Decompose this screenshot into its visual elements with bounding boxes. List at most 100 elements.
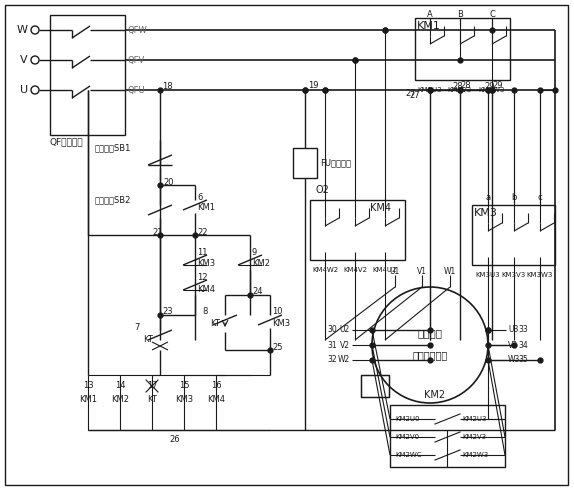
Text: 停止按钮SB1: 停止按钮SB1 <box>95 143 131 153</box>
Text: 17: 17 <box>147 382 157 390</box>
Text: KM2V0: KM2V0 <box>395 434 419 440</box>
Text: KM4U2: KM4U2 <box>373 267 397 273</box>
Text: KM4: KM4 <box>370 203 391 213</box>
Text: KM2: KM2 <box>252 258 270 268</box>
Bar <box>390 405 505 467</box>
Text: B: B <box>457 9 463 19</box>
Text: W: W <box>17 25 28 35</box>
Text: KT: KT <box>147 395 157 405</box>
Text: 28: 28 <box>452 82 463 90</box>
Text: 9: 9 <box>252 247 257 256</box>
Text: W3: W3 <box>508 355 521 364</box>
Text: 30: 30 <box>327 326 337 334</box>
Text: 31: 31 <box>327 340 337 350</box>
Text: KM4: KM4 <box>207 395 225 405</box>
Text: KT: KT <box>210 319 220 327</box>
Text: 永磁同步电机: 永磁同步电机 <box>412 350 448 360</box>
Bar <box>361 375 389 397</box>
Text: a: a <box>486 192 491 201</box>
Text: KM2: KM2 <box>424 390 445 400</box>
Text: KM1: KM1 <box>417 21 441 31</box>
Text: V2: V2 <box>340 340 350 350</box>
Text: KM4: KM4 <box>197 284 215 294</box>
Text: 22: 22 <box>197 227 207 237</box>
Text: O2: O2 <box>315 185 329 195</box>
Text: 启动按钮SB2: 启动按钮SB2 <box>95 195 131 204</box>
Text: 29: 29 <box>492 81 502 89</box>
Text: 12: 12 <box>197 273 207 282</box>
Text: 27: 27 <box>405 88 416 98</box>
Text: 6: 6 <box>197 192 203 201</box>
Text: V1: V1 <box>417 267 427 275</box>
Text: KM4V2: KM4V2 <box>343 267 367 273</box>
Text: 27: 27 <box>409 90 420 100</box>
Text: QFV: QFV <box>128 55 145 64</box>
Text: KM1U3: KM1U3 <box>418 87 443 93</box>
Text: KM1: KM1 <box>79 395 97 405</box>
Text: KM3: KM3 <box>197 258 215 268</box>
Bar <box>361 375 389 397</box>
Text: V: V <box>20 55 28 65</box>
Text: W1: W1 <box>444 267 456 275</box>
Text: KM2U0: KM2U0 <box>395 416 420 422</box>
Text: 24: 24 <box>252 288 262 297</box>
Text: KM3: KM3 <box>175 395 193 405</box>
Text: QFW: QFW <box>128 26 148 34</box>
Text: 14: 14 <box>115 382 125 390</box>
Text: U2: U2 <box>340 326 350 334</box>
Text: 10: 10 <box>272 307 282 317</box>
Text: QF电源开关: QF电源开关 <box>50 137 84 146</box>
Text: 29: 29 <box>484 82 494 90</box>
Text: KM1: KM1 <box>197 202 215 212</box>
Text: 25: 25 <box>272 343 282 352</box>
Text: V3: V3 <box>508 340 518 350</box>
Text: U3: U3 <box>508 326 518 334</box>
Text: 21: 21 <box>152 227 162 237</box>
Text: KM4W2: KM4W2 <box>312 267 338 273</box>
Text: KT: KT <box>143 335 153 345</box>
Text: KM2: KM2 <box>111 395 129 405</box>
Text: 异步起动: 异步起动 <box>417 328 443 338</box>
Bar <box>361 375 389 397</box>
Text: A: A <box>427 9 433 19</box>
Text: C: C <box>489 9 495 19</box>
Text: FU保险装置: FU保险装置 <box>320 159 351 167</box>
Text: 35: 35 <box>518 355 528 364</box>
Text: KM2V3: KM2V3 <box>462 434 486 440</box>
Text: 28: 28 <box>460 81 471 89</box>
Text: 26: 26 <box>170 436 180 444</box>
Text: KM3: KM3 <box>272 319 290 327</box>
Text: U1: U1 <box>390 267 400 275</box>
Bar <box>361 375 389 397</box>
Text: 13: 13 <box>83 382 94 390</box>
Text: 11: 11 <box>197 247 207 256</box>
Text: 32: 32 <box>327 355 337 364</box>
Text: 34: 34 <box>518 340 528 350</box>
Text: KM2W3: KM2W3 <box>462 452 488 458</box>
Text: KM3W3: KM3W3 <box>527 272 553 278</box>
Text: U: U <box>20 85 28 95</box>
Text: W2: W2 <box>338 355 350 364</box>
Text: 20: 20 <box>163 178 173 187</box>
Text: KM1V3: KM1V3 <box>448 87 472 93</box>
Bar <box>310 200 405 260</box>
Text: QFU: QFU <box>128 85 146 94</box>
Text: 19: 19 <box>308 81 319 89</box>
Bar <box>415 18 510 80</box>
Text: KM2U3: KM2U3 <box>462 416 487 422</box>
Text: 18: 18 <box>162 82 173 90</box>
Text: KM3U3: KM3U3 <box>476 272 501 278</box>
Text: 23: 23 <box>162 307 173 317</box>
Text: 8: 8 <box>203 307 208 317</box>
Bar <box>361 375 389 397</box>
Text: 33: 33 <box>518 326 528 334</box>
Text: KM2WC: KM2WC <box>395 452 421 458</box>
Text: KM3: KM3 <box>474 208 498 218</box>
Text: c: c <box>538 192 542 201</box>
Text: KM1W3: KM1W3 <box>479 87 505 93</box>
Text: 15: 15 <box>179 382 189 390</box>
Text: KM3V3: KM3V3 <box>502 272 526 278</box>
Bar <box>293 148 317 178</box>
Bar <box>472 205 555 265</box>
Text: 7: 7 <box>135 324 140 332</box>
